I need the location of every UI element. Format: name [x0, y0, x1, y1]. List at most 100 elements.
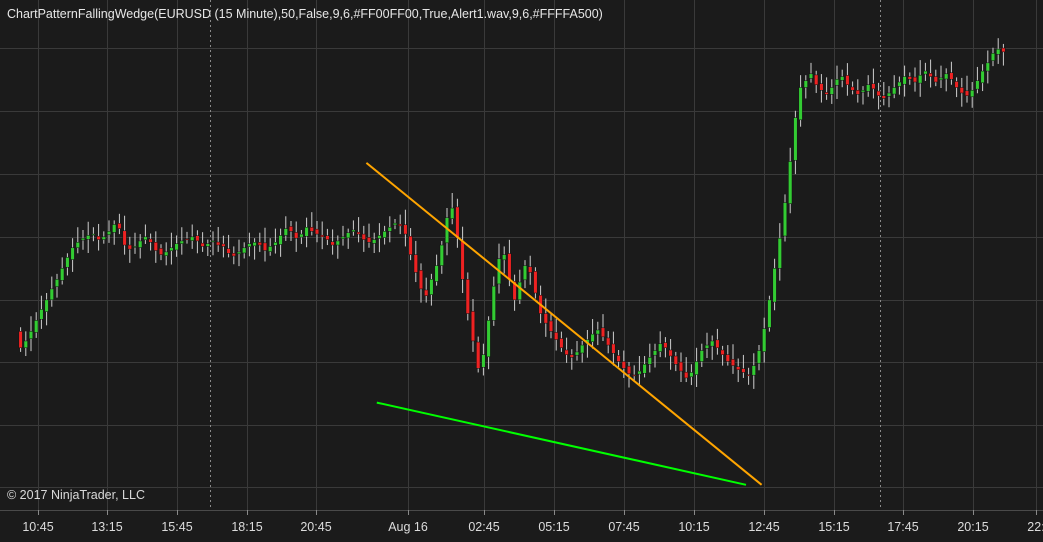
candle-body-up [278, 235, 283, 245]
candle-body-up [767, 299, 772, 328]
candle-body-up [273, 242, 278, 246]
candle-body-up [132, 246, 138, 248]
candle [559, 331, 564, 352]
candle-body-down [148, 238, 153, 243]
candle [814, 70, 819, 93]
candle [808, 62, 814, 83]
candle [304, 217, 309, 248]
candle [262, 227, 268, 262]
candle [944, 68, 949, 92]
candle [658, 331, 663, 358]
candle [403, 209, 408, 247]
candle [18, 327, 23, 352]
candle-body-up [54, 279, 60, 287]
candle [153, 231, 158, 263]
candle-body-up [65, 257, 70, 268]
candle-body-up [996, 48, 1001, 55]
candle-body-down [200, 242, 205, 247]
candle-body-down [366, 237, 372, 243]
candle [756, 345, 762, 371]
candle-body-down [907, 76, 912, 80]
candle [80, 229, 86, 250]
candle [216, 226, 221, 252]
candle [28, 316, 34, 352]
candle [132, 232, 138, 254]
candle [169, 232, 174, 265]
candle [96, 223, 101, 251]
candle-body-up [340, 236, 346, 239]
candle [652, 343, 658, 368]
candle-body-up [242, 247, 247, 254]
candle [75, 227, 80, 254]
candle-body-down [725, 354, 730, 362]
candle-body-down [611, 343, 616, 354]
candle-body-down [226, 248, 231, 254]
candle [408, 228, 413, 261]
candle [782, 194, 788, 242]
candle-body-up [44, 299, 49, 312]
candle [450, 192, 455, 225]
candle [346, 228, 351, 249]
candle-body-up [351, 229, 356, 232]
candle-body-up [902, 76, 907, 85]
x-tick-label: 12:45 [748, 520, 779, 534]
candle-body-up [762, 328, 767, 352]
candle [205, 239, 210, 257]
candle [351, 220, 356, 236]
candle-body-down [606, 337, 611, 346]
candle [845, 63, 850, 96]
candle [897, 76, 902, 95]
candle [590, 319, 595, 349]
candle [247, 232, 252, 257]
candle-body-down [855, 89, 860, 95]
candle-body-down [814, 74, 819, 86]
candle-body-down [309, 226, 314, 232]
candle-body-down [736, 366, 741, 370]
candle [907, 72, 912, 85]
x-axis: 10:45 13:15 15:45 18:15 20:45 Aug 16 02:45 05:1… [22, 510, 1043, 534]
candle [840, 69, 845, 88]
candle [122, 215, 127, 255]
candle [736, 358, 741, 383]
candle-body-up [756, 350, 762, 364]
candle-body-up [580, 344, 585, 354]
candle [595, 321, 600, 346]
candle-body-down [548, 320, 554, 332]
candle-body-down [933, 76, 938, 83]
candle [54, 273, 60, 298]
candle-body-up [377, 235, 382, 239]
candle-body-down [398, 223, 403, 227]
candle [481, 343, 486, 376]
candle-body-down [507, 253, 512, 280]
candle [283, 216, 288, 241]
candle [1001, 43, 1006, 66]
candle [668, 339, 673, 370]
candle-body-down [403, 224, 408, 235]
candle-body-up [590, 333, 595, 343]
candle-body-up [439, 244, 444, 266]
candle-body-up [143, 236, 148, 241]
candle-body-down [959, 87, 964, 94]
candle-body-up [517, 281, 522, 301]
candle-body-up [60, 268, 65, 281]
x-tick-label: 15:45 [161, 520, 192, 534]
candle-body-down [954, 81, 959, 88]
candle-body-down [730, 359, 736, 366]
candle-body-down [741, 368, 746, 373]
candle [876, 82, 881, 110]
candle-body-down [330, 241, 335, 246]
candle [184, 231, 190, 244]
candle-body-down [184, 238, 190, 240]
candle-body-down [158, 248, 164, 255]
candle [387, 216, 392, 243]
candle [793, 110, 798, 175]
candle [340, 225, 346, 246]
candle-body-down [408, 236, 413, 255]
candle-body-down [543, 313, 548, 324]
candle [221, 235, 226, 258]
candle [980, 64, 985, 92]
candle-body-up [429, 279, 434, 295]
candle-body-down [465, 279, 470, 314]
